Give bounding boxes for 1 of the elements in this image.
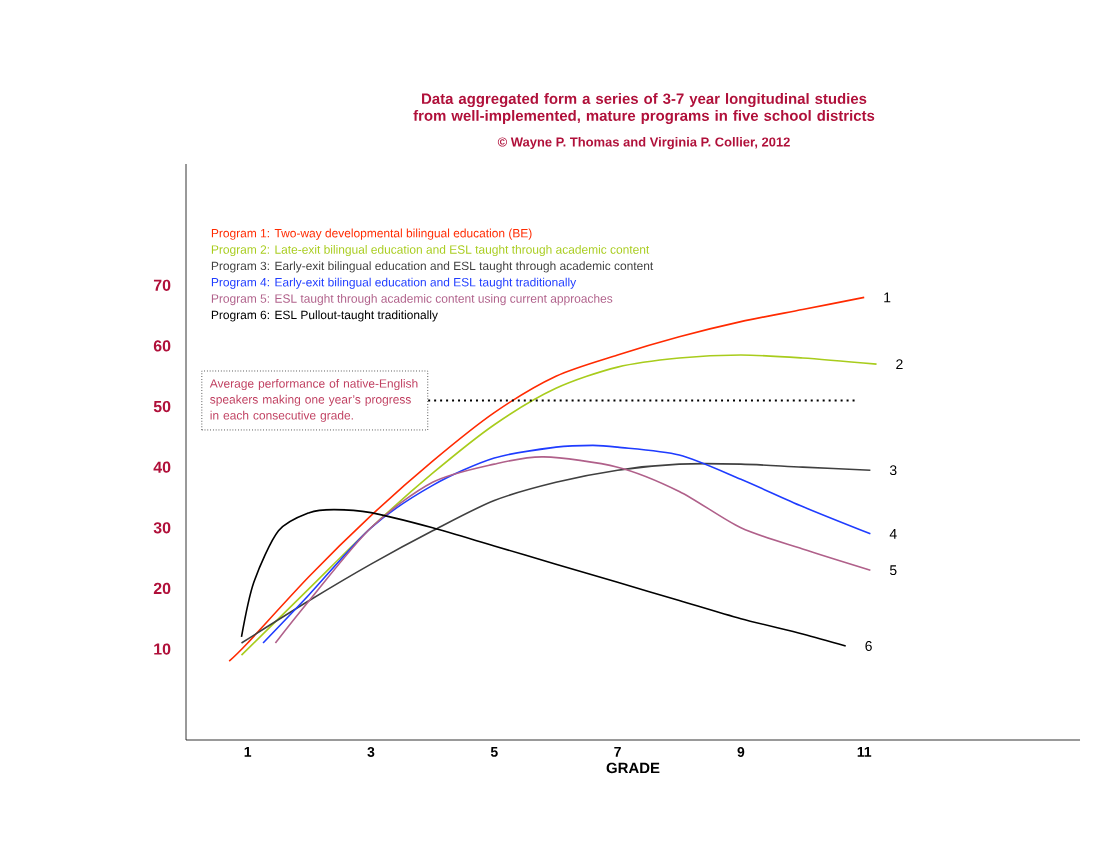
line-series [240, 508, 847, 647]
